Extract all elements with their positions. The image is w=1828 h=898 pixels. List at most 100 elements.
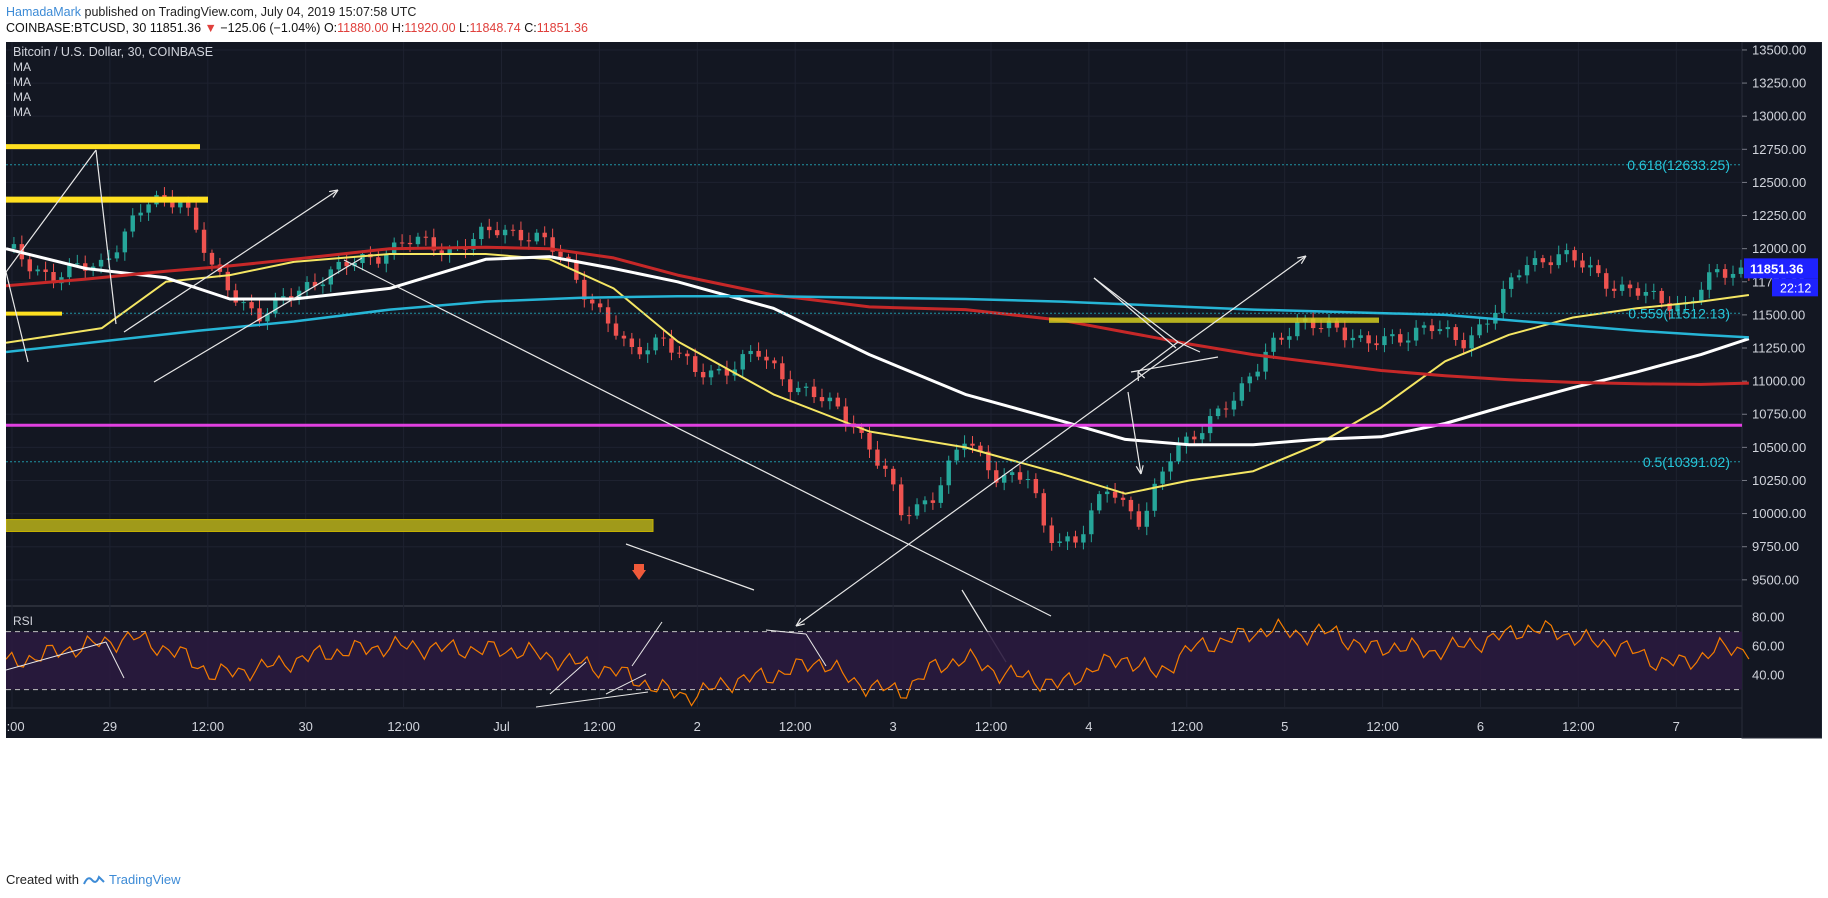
candle-body: [170, 198, 175, 208]
candle-body: [1009, 472, 1015, 476]
candle-body: [534, 232, 539, 242]
candle-body: [1469, 335, 1474, 349]
trendline: [5, 271, 29, 363]
low-value: 11848.74: [469, 21, 521, 35]
candle-body: [1231, 400, 1237, 410]
sell-signal-icon: [632, 564, 646, 580]
candle-body: [1247, 376, 1252, 384]
candle-body: [1398, 334, 1403, 343]
candle-body: [1160, 471, 1165, 484]
candle-body: [803, 386, 809, 388]
legend-ma-label: MA: [13, 60, 31, 74]
price-change: −125.06 (−1.04%): [220, 21, 321, 35]
candle-body: [138, 212, 143, 216]
chart-container[interactable]: 9500.00 9750.00 10000.00 10250.00 10500.00 10…: [0, 41, 1823, 867]
price-tick-label: 12000.00: [1752, 241, 1806, 256]
candle-body: [98, 259, 104, 267]
candle-body: [590, 299, 595, 304]
candle-body: [1390, 334, 1395, 337]
candle-body: [859, 427, 864, 433]
close-value: 11851.36: [536, 21, 588, 35]
price-tick-label: 13250.00: [1752, 76, 1806, 91]
candle-body: [1524, 265, 1530, 276]
time-tick-label: 12:00: [975, 719, 1008, 734]
symbol-label: COINBASE:BTCUSD, 30: [6, 21, 147, 35]
candle-body: [257, 308, 262, 322]
candle-body: [1516, 275, 1522, 278]
time-tick-label: 2: [694, 719, 701, 734]
created-with-label: Created with: [6, 872, 79, 887]
rsi-trendline: [535, 691, 649, 708]
candle-body: [1128, 499, 1134, 512]
rsi-trendline: [631, 621, 663, 667]
candle-body: [637, 346, 642, 355]
tradingview-link[interactable]: TradingView: [108, 872, 181, 887]
chart-background: [6, 42, 1822, 738]
candle-body: [27, 259, 32, 272]
candle-body: [1437, 329, 1443, 332]
rsi-pane-label: RSI: [13, 614, 33, 628]
candle-body: [1619, 284, 1625, 291]
trendline: [1093, 277, 1179, 343]
candle-body: [1730, 273, 1736, 278]
candle-body: [685, 353, 690, 357]
trendline: [123, 189, 339, 333]
candle-body: [1176, 445, 1181, 462]
candle-body: [835, 397, 841, 407]
candle-body: [582, 279, 587, 300]
candle-body: [875, 449, 880, 466]
author-link[interactable]: HamadaMark: [6, 5, 82, 19]
candle-body: [312, 281, 318, 287]
trendline: [1127, 391, 1142, 475]
candle-body: [510, 229, 516, 231]
candle-body: [1382, 336, 1387, 346]
candle-body: [146, 204, 151, 213]
candle-body: [724, 368, 730, 376]
candle-body: [1540, 258, 1546, 263]
candle-body: [1049, 525, 1054, 543]
rsi-trendline: [5, 641, 107, 671]
trendline: [95, 149, 117, 325]
candle-body: [748, 350, 753, 355]
price-chart[interactable]: 9500.00 9750.00 10000.00 10250.00 10500.00 10…: [0, 41, 1823, 862]
candle-body: [843, 406, 848, 424]
candle-body: [122, 231, 128, 253]
rsi-tick-label: 40.00: [1752, 668, 1785, 683]
price-tick-label: 11250.00: [1752, 341, 1805, 356]
candle-body: [1271, 337, 1276, 352]
trendline: [625, 543, 755, 591]
candle-body: [502, 229, 508, 236]
candle-body: [661, 337, 666, 339]
candle-body: [1350, 337, 1355, 341]
candle-body: [1445, 327, 1451, 330]
time-tick-label: Jul: [493, 719, 510, 734]
candle-body: [1104, 491, 1110, 495]
legend-title: Bitcoin / U.S. Dollar, 30, COINBASE: [13, 45, 213, 59]
candle-body: [1184, 436, 1189, 446]
candle-body: [178, 202, 183, 208]
candle-body: [756, 350, 761, 357]
time-tick-label: 30: [298, 719, 312, 734]
open-value: 11880.00: [337, 21, 389, 35]
candle-body: [1168, 461, 1173, 472]
candle-body: [1627, 284, 1633, 289]
candle-body: [914, 504, 920, 516]
candle-body: [193, 207, 199, 230]
rsi-trendline: [765, 629, 807, 635]
candle-body: [1097, 494, 1102, 511]
high-label: H:: [391, 21, 405, 35]
fib-level-label: 0.559(11512.13): [1628, 305, 1730, 321]
candle-body: [566, 256, 571, 261]
candle-body: [550, 237, 555, 252]
candle-body: [906, 515, 912, 517]
rsi-trendline: [549, 661, 587, 695]
candle-body: [1707, 272, 1712, 290]
moving-average-yellow: [5, 253, 1750, 495]
candle-body: [542, 232, 547, 238]
time-tick-label: 4: [1085, 719, 1092, 734]
candle-body: [1508, 277, 1514, 289]
candle-body: [1136, 511, 1142, 527]
candle-body: [1477, 324, 1482, 336]
candle-body: [883, 465, 888, 469]
countdown-tag: [1772, 278, 1818, 297]
